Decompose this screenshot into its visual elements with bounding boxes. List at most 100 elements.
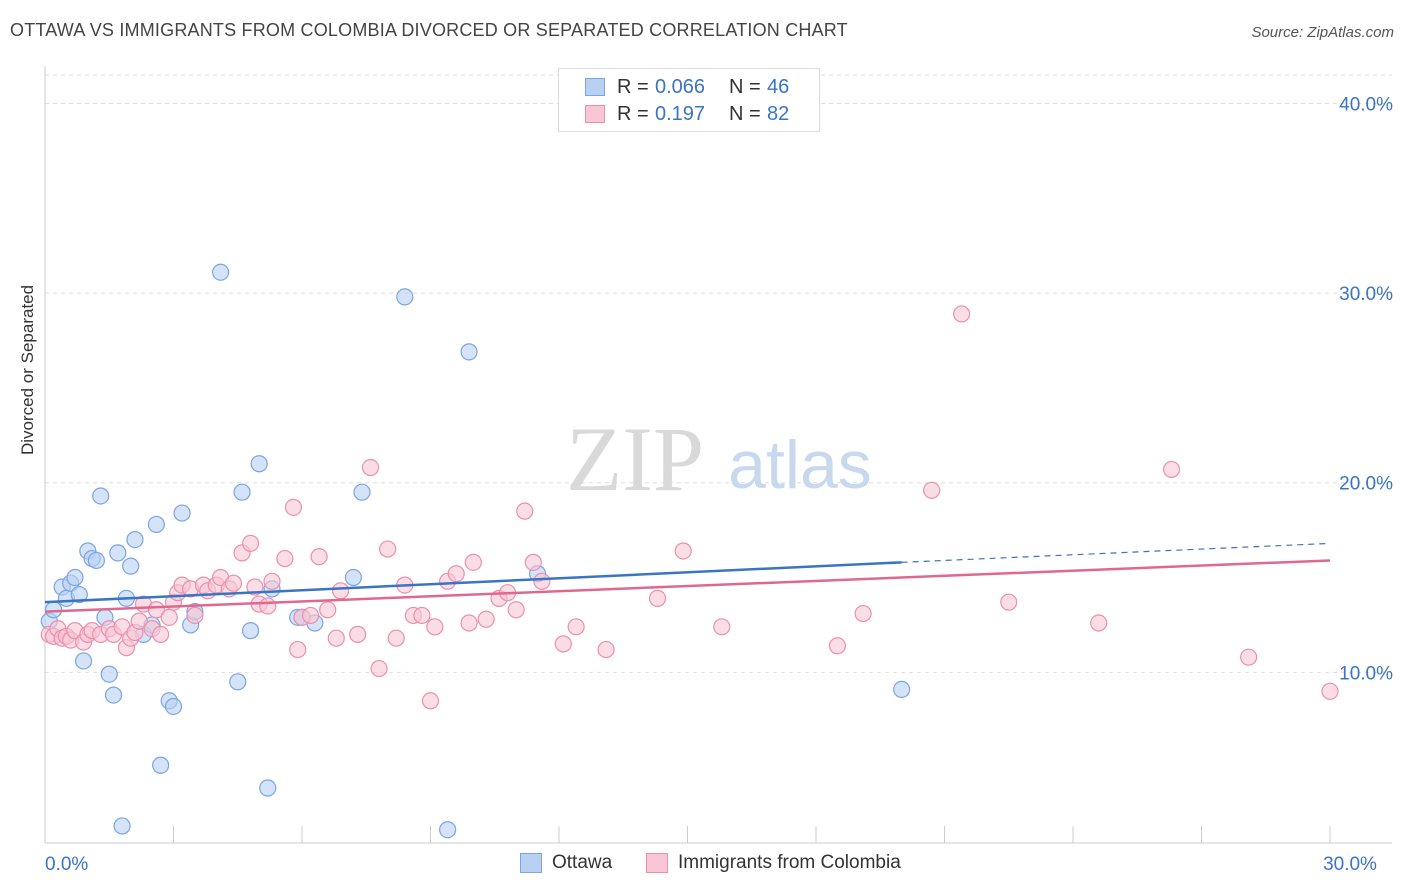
ottawa-point	[66, 568, 84, 587]
colombia-point	[533, 572, 551, 590]
colombia-point	[284, 498, 303, 516]
legend-r-value: 0.066	[655, 75, 706, 98]
colombia-point	[1090, 614, 1108, 632]
colombia-point	[130, 612, 148, 630]
y-tick-label: 10.0%	[1339, 663, 1393, 684]
tick-labels: 10.0% 20.0% 30.0% 40.0% 0.0% 30.0%	[45, 94, 1393, 875]
legend-n-label: N =	[729, 102, 761, 125]
colombia-point	[263, 572, 281, 590]
grid-lines	[45, 74, 1392, 673]
source-credit: Source: ZipAtlas.com	[1251, 24, 1394, 41]
ottawa-point	[229, 673, 247, 691]
ottawa-point	[74, 652, 93, 670]
ottawa-point	[44, 601, 63, 619]
colombia-point	[289, 640, 307, 659]
colombia-point	[413, 606, 431, 625]
series-label-colombia: Immigrants from Colombia	[678, 852, 901, 873]
legend-row-colombia: R = 0.197 N = 82	[585, 101, 789, 127]
colombia-point	[507, 601, 525, 619]
colombia-point	[370, 659, 388, 678]
legend: R = 0.066 N = 46 R = 0.197 N = 82	[558, 68, 820, 132]
watermark-zip: ZIP	[566, 408, 704, 510]
ottawa-point	[344, 568, 362, 587]
ottawa-trend-extension	[901, 542, 1331, 563]
legend-r-value: 0.197	[655, 102, 706, 125]
ottawa-point	[113, 817, 131, 835]
colombia-point	[460, 614, 478, 632]
colombia-point	[327, 629, 345, 647]
colombia-point	[923, 481, 941, 499]
colombia-point	[1240, 648, 1258, 666]
ottawa-point	[164, 697, 183, 716]
colombia-point	[160, 608, 178, 626]
series-legend-colombia: Immigrants from Colombia	[646, 852, 901, 874]
ottawa-point	[173, 504, 191, 522]
x-tick-label: 0.0%	[45, 854, 88, 875]
series-swatch-colombia	[646, 853, 668, 873]
colombia-point	[447, 565, 465, 583]
colombia-point	[310, 548, 328, 566]
series-legend-ottawa: Ottawa	[520, 852, 612, 874]
colombia-point	[379, 540, 397, 558]
colombia-point	[1321, 682, 1339, 700]
y-tick-label: 30.0%	[1339, 284, 1393, 305]
ottawa-point	[250, 455, 268, 473]
legend-swatch-colombia	[585, 105, 605, 123]
colombia-point	[854, 604, 872, 623]
ottawa-point	[242, 622, 260, 640]
axes	[44, 66, 1392, 844]
colombia-point	[242, 534, 260, 552]
y-tick-label: 20.0%	[1339, 474, 1393, 495]
series-label-ottawa: Ottawa	[552, 852, 613, 873]
colombia-point	[464, 553, 482, 571]
ottawa-point	[233, 483, 251, 501]
ottawa-point	[147, 515, 165, 534]
colombia-point	[301, 606, 320, 625]
colombia-point	[953, 305, 971, 323]
colombia-point	[1162, 460, 1181, 479]
colombia-point	[426, 618, 444, 636]
data-points	[40, 263, 1339, 839]
colombia-trend-line	[44, 559, 1331, 613]
trend-lines	[44, 542, 1331, 613]
legend-n-label: N =	[729, 75, 761, 98]
ottawa-point	[152, 756, 170, 774]
y-tick-label: 40.0%	[1339, 94, 1393, 115]
legend-r-label: R =	[617, 102, 649, 125]
x-tick-label: 30.0%	[1323, 854, 1377, 875]
colombia-point	[567, 618, 585, 636]
colombia-point	[713, 618, 731, 636]
ottawa-point	[100, 665, 118, 683]
colombia-point	[147, 601, 165, 619]
ottawa-trend-line	[44, 561, 902, 604]
legend-swatch-ottawa	[585, 78, 605, 96]
colombia-point	[1000, 593, 1018, 611]
ottawa-point	[259, 779, 277, 797]
ottawa-point	[70, 585, 88, 604]
ottawa-point	[396, 288, 414, 306]
y-axis-label: Divorced or Separated	[18, 284, 37, 455]
colombia-point	[349, 625, 367, 644]
ottawa-point	[87, 551, 106, 570]
legend-r-label: R =	[617, 75, 649, 98]
colombia-point	[361, 458, 380, 477]
legend-row-ottawa: R = 0.066 N = 46	[585, 74, 789, 100]
colombia-point	[554, 635, 572, 653]
ottawa-point	[109, 544, 127, 562]
legend-n-value: 46	[767, 75, 790, 98]
ottawa-point	[212, 263, 230, 281]
colombia-point	[319, 601, 337, 619]
ottawa-point	[104, 686, 123, 704]
ottawa-point	[460, 343, 478, 361]
series-swatch-ottawa	[520, 853, 542, 873]
ottawa-point	[92, 487, 110, 505]
colombia-point	[421, 692, 440, 710]
ottawa-point	[439, 821, 457, 839]
legend-n-value: 82	[767, 102, 790, 125]
series-legend: Ottawa Immigrants from Colombia	[0, 852, 1406, 878]
ottawa-point	[893, 680, 911, 699]
colombia-point	[648, 589, 667, 607]
colombia-point	[331, 582, 350, 600]
colombia-point	[674, 542, 692, 560]
